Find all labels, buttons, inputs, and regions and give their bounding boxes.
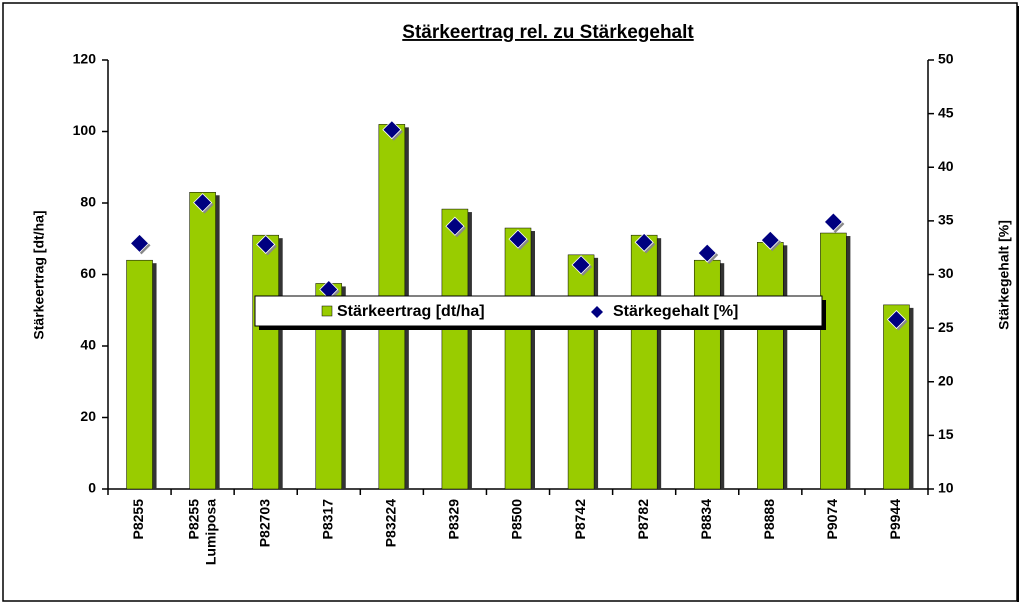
legend-label: Stärkeertrag [dt/ha] (337, 303, 485, 320)
x-tick-label: P8500 (509, 499, 525, 540)
bar (630, 234, 658, 490)
marker (760, 230, 780, 250)
bar (504, 227, 532, 490)
y-tick-label: 20 (80, 408, 96, 424)
bar (126, 259, 153, 490)
bar (441, 208, 469, 490)
bar (252, 234, 279, 490)
bar (883, 304, 910, 490)
x-tick-label: P8834 (698, 499, 714, 540)
marker (382, 120, 402, 140)
x-tick-label: P8782 (635, 499, 651, 540)
marker (193, 193, 213, 213)
bar (693, 259, 721, 490)
y2-axis-label: Stärkegehalt [%] (996, 220, 1012, 330)
x-tick-label: P82703 (256, 499, 272, 547)
marker (256, 234, 276, 255)
x-tick-label-line: P8255 (185, 499, 201, 540)
marker (823, 212, 843, 232)
y2-tick-label: 20 (938, 372, 954, 388)
y2-tick-label: 50 (938, 51, 954, 67)
marker (886, 309, 907, 330)
y2-tick-label: 45 (938, 104, 954, 120)
marker (508, 229, 528, 249)
legend-marker (591, 306, 603, 318)
y2-tick-label: 30 (938, 265, 954, 281)
legend-label: Stärkegehalt [%] (613, 303, 738, 320)
x-tick-label: P8255Lumiposa (185, 499, 218, 565)
y-tick-label: 120 (73, 51, 97, 67)
y2-tick-label: 35 (938, 212, 954, 228)
y2-tick-label: 40 (938, 158, 954, 174)
marker (445, 216, 465, 236)
y-tick-label: 0 (88, 480, 96, 496)
marker (697, 243, 717, 263)
bar (757, 242, 784, 490)
x-tick-label: P8888 (761, 499, 777, 540)
y-tick-label: 40 (80, 337, 96, 353)
y-tick-label: 60 (80, 265, 96, 281)
y2-tick-label: 10 (938, 480, 954, 496)
y2-tick-label: 25 (938, 319, 954, 335)
legend-swatch (321, 305, 333, 317)
marker (571, 255, 591, 275)
x-tick-label: P83224 (383, 499, 399, 547)
y2-tick-label: 15 (938, 426, 954, 442)
bar (567, 254, 595, 490)
x-tick-label: P9944 (887, 499, 903, 540)
x-tick-label: P8329 (446, 499, 462, 540)
x-tick-label: P8742 (572, 499, 588, 540)
y-axis-label: Stärkeertrag [dt/ha] (31, 210, 47, 339)
y-tick-label: 100 (73, 122, 97, 138)
marker (129, 233, 150, 253)
y-tick-label: 80 (80, 194, 96, 210)
x-tick-label: P8255 (130, 499, 146, 540)
bar (189, 192, 216, 490)
legend (254, 295, 823, 327)
x-tick-label-line: Lumiposa (202, 499, 218, 565)
bar (820, 232, 847, 490)
x-tick-label: P8317 (319, 499, 335, 540)
x-tick-label: P9074 (824, 499, 840, 540)
marker (634, 232, 654, 252)
chart-title: Stärkeertrag rel. zu Stärkegehalt (402, 22, 694, 43)
